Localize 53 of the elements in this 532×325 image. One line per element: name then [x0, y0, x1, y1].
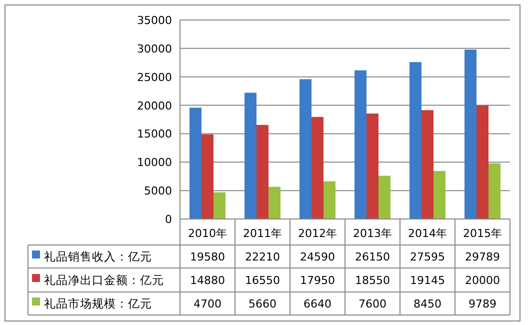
data-label: 24590 [300, 250, 335, 264]
bar [488, 163, 500, 219]
bar [190, 108, 202, 219]
bar [476, 105, 488, 219]
y-tick-label: 20000 [137, 99, 172, 112]
data-label: 19145 [410, 274, 445, 287]
data-label: 27595 [410, 250, 445, 264]
bar [324, 181, 336, 219]
data-label: 18550 [355, 274, 390, 287]
data-label: 17950 [300, 274, 335, 287]
data-label: 14880 [190, 274, 225, 287]
x-tick-label: 2013年 [353, 227, 392, 240]
legend-label: 礼品市场规模：亿元 [44, 296, 152, 310]
bar [268, 186, 280, 219]
bar [354, 70, 366, 219]
bar [464, 50, 476, 219]
y-tick-label: 15000 [137, 128, 172, 141]
x-tick-label: 2011年 [243, 227, 282, 240]
y-tick-label: 25000 [137, 70, 172, 84]
y-tick-label: 0 [165, 213, 172, 226]
x-tick-label: 2014年 [408, 227, 447, 240]
data-label: 19580 [190, 250, 225, 264]
data-label: 26150 [355, 250, 390, 264]
y-tick-label: 10000 [137, 156, 172, 170]
data-label: 8450 [414, 298, 442, 310]
bar [378, 176, 390, 219]
bar [312, 116, 324, 219]
bar [202, 134, 214, 219]
x-tick-label: 2010年 [188, 227, 227, 240]
data-label: 29789 [465, 250, 500, 264]
bar [256, 124, 268, 219]
x-tick-label: 2015年 [463, 227, 502, 240]
bar [300, 79, 312, 219]
bar [434, 170, 446, 219]
data-label: 4700 [194, 298, 222, 310]
data-label: 5660 [248, 298, 276, 310]
bar [214, 192, 226, 219]
legend-label: 礼品净出口金额：亿元 [44, 273, 164, 287]
x-tick-label: 2012年 [298, 227, 337, 240]
legend-label: 礼品销售收入：亿元 [44, 250, 152, 264]
bar [244, 92, 256, 219]
data-label: 22210 [245, 250, 280, 264]
data-label: 6640 [304, 298, 332, 310]
data-label: 7600 [358, 298, 386, 310]
y-tick-label: 35000 [137, 14, 172, 27]
data-label: 20000 [465, 274, 500, 287]
bar [422, 110, 434, 219]
data-label: 16550 [245, 274, 280, 287]
bar [410, 62, 422, 219]
data-label: 9789 [468, 298, 496, 310]
bar [366, 114, 378, 219]
y-tick-label: 30000 [137, 42, 172, 56]
y-tick-label: 5000 [144, 184, 172, 198]
